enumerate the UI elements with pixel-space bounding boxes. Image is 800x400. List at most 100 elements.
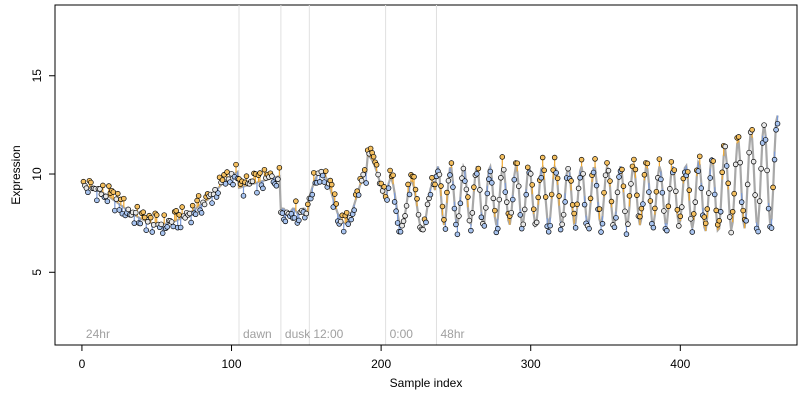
- data-point: [403, 203, 410, 209]
- data-point: [97, 186, 103, 192]
- data-point: [704, 206, 710, 212]
- data-point: [439, 203, 446, 210]
- data-point: [770, 184, 776, 191]
- data-point: [685, 169, 691, 175]
- data-point: [188, 219, 194, 226]
- data-point: [303, 210, 310, 217]
- data-point: [530, 206, 537, 212]
- data-point: [673, 188, 679, 195]
- data-point: [481, 223, 488, 229]
- data-point: [478, 214, 485, 221]
- data-point: [257, 170, 263, 176]
- data-point: [646, 189, 652, 195]
- data-point: [702, 220, 709, 227]
- data-point: [489, 180, 495, 186]
- data-point: [737, 159, 743, 166]
- data-point: [438, 183, 444, 189]
- data-point: [562, 199, 568, 205]
- data-point: [738, 199, 745, 205]
- data-point: [115, 190, 121, 197]
- data-point: [475, 165, 482, 172]
- data-point: [608, 198, 615, 205]
- data-point: [574, 201, 580, 208]
- data-point: [644, 160, 651, 167]
- data-point: [556, 193, 562, 199]
- data-point: [496, 196, 503, 203]
- data-point: [671, 167, 678, 173]
- data-point: [541, 167, 547, 174]
- data-point: [692, 199, 699, 205]
- data-point: [667, 186, 673, 192]
- data-point: [387, 167, 393, 174]
- data-point: [142, 214, 148, 221]
- data-point: [596, 206, 603, 212]
- data-point: [457, 200, 464, 207]
- data-point: [222, 181, 229, 187]
- data-point: [384, 197, 390, 203]
- data-point: [447, 172, 453, 178]
- data-point: [554, 175, 561, 182]
- data-point: [420, 226, 426, 233]
- data-point: [504, 199, 510, 205]
- data-point: [723, 163, 730, 169]
- data-point: [405, 181, 411, 188]
- data-point: [391, 199, 398, 205]
- data-point: [112, 207, 118, 214]
- region-labels: 24hr dawn dusk 12:00 0:00 48hr: [86, 327, 465, 341]
- data-point: [665, 203, 672, 209]
- data-point: [498, 175, 504, 181]
- data-point: [243, 173, 250, 179]
- data-point: [153, 212, 160, 218]
- data-point: [219, 177, 226, 183]
- data-point: [423, 219, 429, 226]
- data-point: [159, 230, 166, 236]
- data-point: [637, 213, 643, 220]
- data-point: [147, 214, 154, 221]
- data-point: [559, 221, 565, 228]
- data-point: [698, 185, 705, 191]
- data-point: [511, 176, 518, 183]
- data-point: [381, 184, 387, 190]
- x-tick-label: 200: [371, 357, 391, 371]
- data-point: [598, 229, 604, 235]
- data-point: [572, 225, 579, 231]
- y-tick-label: 5: [30, 269, 44, 276]
- data-point: [746, 149, 752, 156]
- data-point: [560, 211, 567, 218]
- data-point: [533, 219, 540, 226]
- data-point: [638, 205, 645, 212]
- data-point: [337, 218, 344, 225]
- data-point: [765, 205, 772, 212]
- data-point: [484, 190, 491, 197]
- data-point: [743, 218, 749, 224]
- data-point: [477, 187, 483, 193]
- data-point: [192, 211, 199, 218]
- data-point: [697, 153, 703, 160]
- data-point: [707, 175, 713, 181]
- data-point: [735, 134, 742, 140]
- data-point: [465, 194, 471, 200]
- data-point: [448, 160, 455, 166]
- data-point: [240, 193, 247, 199]
- data-point: [578, 156, 585, 163]
- data-point: [110, 189, 117, 195]
- data-point: [501, 166, 507, 173]
- data-point: [749, 127, 755, 133]
- data-point: [539, 154, 546, 161]
- data-point: [661, 208, 667, 214]
- data-point: [88, 179, 94, 186]
- data-point: [269, 173, 275, 179]
- data-point: [740, 207, 746, 214]
- data-point: [710, 158, 716, 164]
- data-point: [711, 191, 718, 198]
- data-point: [394, 220, 401, 226]
- data-point: [656, 156, 663, 162]
- data-point: [599, 220, 606, 227]
- data-point: [397, 229, 404, 235]
- data-point: [577, 175, 583, 181]
- data-point: [351, 207, 357, 213]
- data-point: [442, 226, 449, 232]
- data-point: [527, 171, 534, 177]
- data-point: [345, 221, 351, 227]
